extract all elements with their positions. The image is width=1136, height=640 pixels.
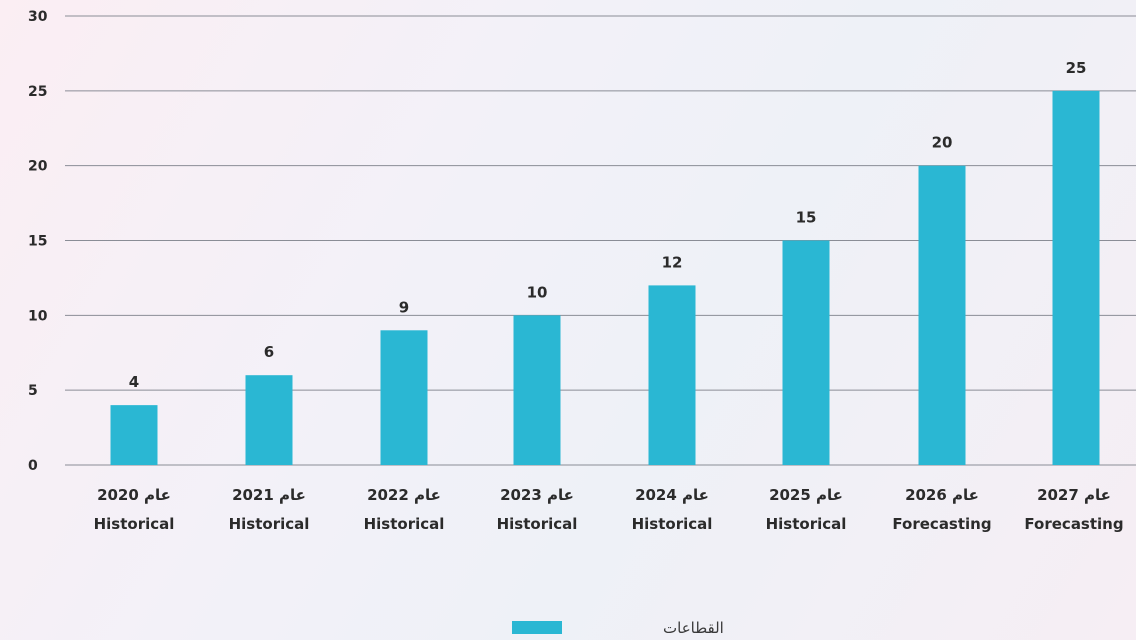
- bar-data-label: 10: [527, 283, 548, 301]
- bar-data-label: 12: [662, 253, 683, 271]
- bar: [782, 240, 830, 465]
- bar-data-label: 6: [264, 343, 274, 361]
- bar: [1052, 90, 1100, 465]
- bar-data-label: 25: [1066, 59, 1087, 77]
- x-tick-label-type: Historical: [94, 515, 175, 533]
- y-tick-label: 15: [28, 234, 47, 250]
- bar-data-label: 9: [399, 298, 409, 316]
- x-tick-label-year: عام 2024: [635, 486, 709, 504]
- y-tick-label: 30: [28, 9, 48, 25]
- x-tick-label-year: عام 2027: [1037, 486, 1111, 504]
- y-tick-label: 10: [28, 308, 48, 324]
- x-axis-ticks: عام 2020 Historical عام 2021 Historical عام …: [94, 486, 1124, 533]
- x-tick-label-type: Historical: [364, 515, 445, 533]
- bar: [110, 405, 158, 465]
- legend-swatch: [512, 621, 562, 634]
- data-labels: 4 6 9 10 12 15 20 25: [129, 59, 1087, 391]
- bar-data-label: 15: [796, 209, 817, 227]
- x-tick-label-type: Historical: [632, 515, 713, 533]
- bars: [110, 90, 1100, 465]
- y-tick-label: 5: [28, 383, 38, 399]
- x-tick-label-type: Forecasting: [1024, 515, 1123, 533]
- bar: [513, 315, 561, 465]
- legend: القطاعات: [512, 619, 724, 637]
- x-tick-label-type: Historical: [229, 515, 310, 533]
- y-tick-label: 20: [28, 159, 48, 175]
- x-tick-label-year: عام 2021: [232, 486, 306, 504]
- bar: [380, 330, 428, 465]
- x-tick-label-year: عام 2022: [367, 486, 441, 504]
- y-tick-label: 25: [28, 84, 47, 100]
- x-tick-label-type: Forecasting: [892, 515, 991, 533]
- legend-label: القطاعات: [663, 619, 724, 637]
- y-axis-ticks: 0 5 10 15 20 25 30: [28, 9, 48, 474]
- x-tick-label-year: عام 2026: [905, 486, 979, 504]
- x-tick-label-type: Historical: [497, 515, 578, 533]
- bar-data-label: 4: [129, 373, 139, 391]
- x-tick-label-type: Historical: [766, 515, 847, 533]
- bar: [918, 165, 966, 465]
- bar-data-label: 20: [932, 134, 953, 152]
- bar: [245, 375, 293, 465]
- x-tick-label-year: عام 2020: [97, 486, 171, 504]
- x-tick-label-year: عام 2025: [769, 486, 843, 504]
- x-tick-label-year: عام 2023: [500, 486, 574, 504]
- bar: [648, 285, 696, 465]
- gridlines: [65, 15, 1136, 466]
- y-tick-label: 0: [28, 458, 38, 474]
